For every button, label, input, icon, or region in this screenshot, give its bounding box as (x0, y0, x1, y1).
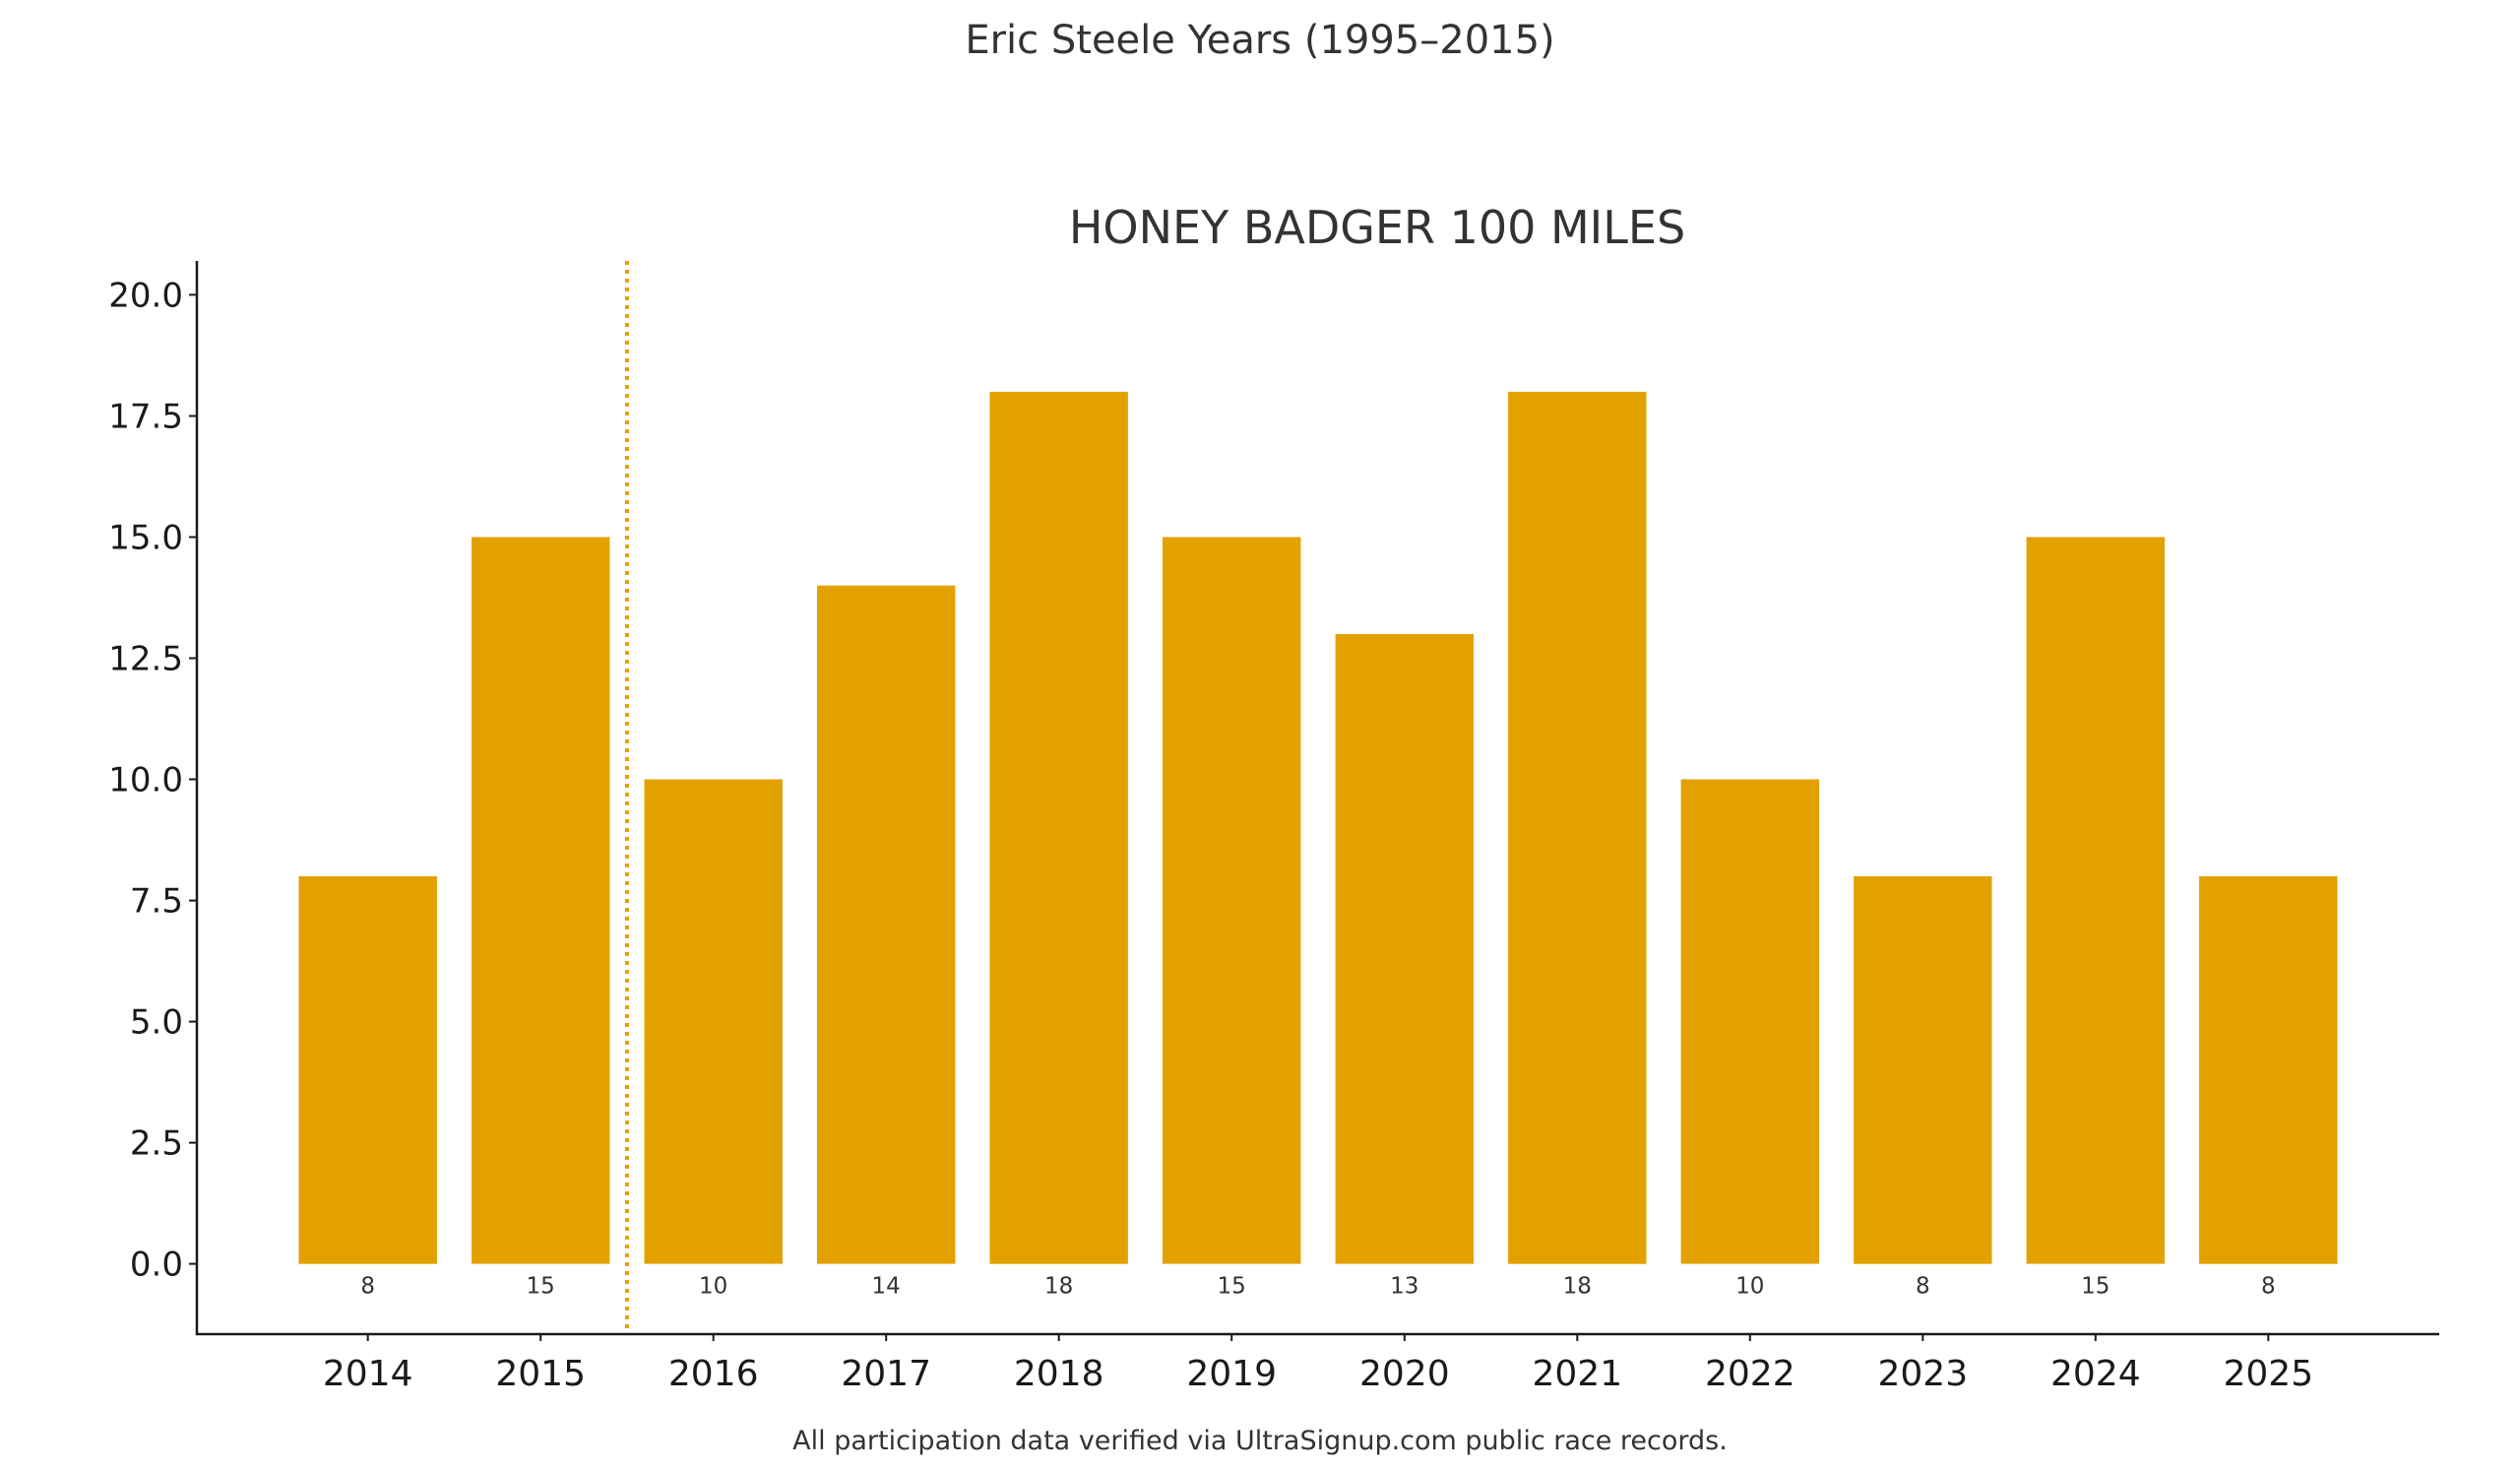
x-tick-label: 2018 (1014, 1354, 1104, 1394)
x-tick-label: 2021 (1532, 1354, 1622, 1394)
y-tick-label: 0.0 (130, 1246, 183, 1285)
value-label: 18 (1563, 1274, 1592, 1300)
y-ticks-layer: 0.0 2.5 5.0 7.5 10.0 12.5 15.0 17.5 20.0 (108, 276, 197, 1285)
value-label: 13 (1390, 1274, 1418, 1300)
bar-2021 (1508, 391, 1647, 1264)
y-tick-label: 5.0 (130, 1003, 183, 1043)
y-tick-label: 20.0 (108, 276, 183, 315)
value-label: 8 (2261, 1274, 2276, 1300)
axes-layer (195, 261, 2439, 1336)
footnote: All participation data verified via Ultr… (792, 1426, 1728, 1456)
x-tick-label: 2022 (1705, 1354, 1796, 1394)
value-label: 10 (699, 1274, 727, 1300)
x-tick-label: 2025 (2223, 1354, 2313, 1394)
value-label: 14 (872, 1274, 901, 1300)
value-labels-layer: 8 15 10 14 18 15 13 18 10 8 15 8 (360, 1274, 2275, 1300)
bar-2020 (1335, 633, 1474, 1264)
x-tick-label: 2015 (495, 1354, 586, 1394)
bar-2017 (817, 585, 956, 1264)
y-tick-label: 12.5 (108, 640, 183, 679)
y-tick-label: 15.0 (108, 519, 183, 558)
y-tick-label: 10.0 (108, 761, 183, 800)
x-tick-label: 2023 (1877, 1354, 1968, 1394)
x-tick-label: 2016 (668, 1354, 759, 1394)
x-tick-label: 2020 (1359, 1354, 1450, 1394)
chart-title: HONEY BADGER 100 MILES (1069, 201, 1685, 254)
bar-2023 (1854, 876, 1992, 1264)
value-label: 10 (1735, 1274, 1764, 1300)
bar-2024 (2026, 537, 2165, 1264)
bars-layer (298, 391, 2338, 1264)
value-label: 8 (360, 1274, 375, 1300)
x-tick-label: 2024 (2050, 1354, 2141, 1394)
bar-2015 (472, 537, 610, 1264)
bar-2014 (298, 876, 437, 1264)
value-label: 8 (1916, 1274, 1930, 1300)
bar-2018 (989, 391, 1128, 1264)
bar-2019 (1163, 537, 1301, 1264)
page-title: Eric Steele Years (1995–2015) (965, 18, 1555, 63)
bar-2025 (2199, 876, 2338, 1264)
x-tick-label: 2014 (323, 1354, 413, 1394)
value-label: 15 (1218, 1274, 1246, 1300)
value-label: 15 (527, 1274, 555, 1300)
bar-2022 (1680, 779, 1819, 1264)
x-tick-label: 2017 (841, 1354, 931, 1394)
value-label: 15 (2081, 1274, 2110, 1300)
value-label: 18 (1044, 1274, 1073, 1300)
x-tick-label: 2019 (1186, 1354, 1277, 1394)
y-tick-label: 7.5 (130, 882, 183, 922)
bar-2016 (644, 779, 783, 1264)
x-ticks-layer: 2014 2015 2016 2017 2018 2019 2020 2021 2022 2023… (323, 1334, 2313, 1394)
y-tick-label: 2.5 (130, 1124, 183, 1164)
y-tick-label: 17.5 (108, 398, 183, 437)
